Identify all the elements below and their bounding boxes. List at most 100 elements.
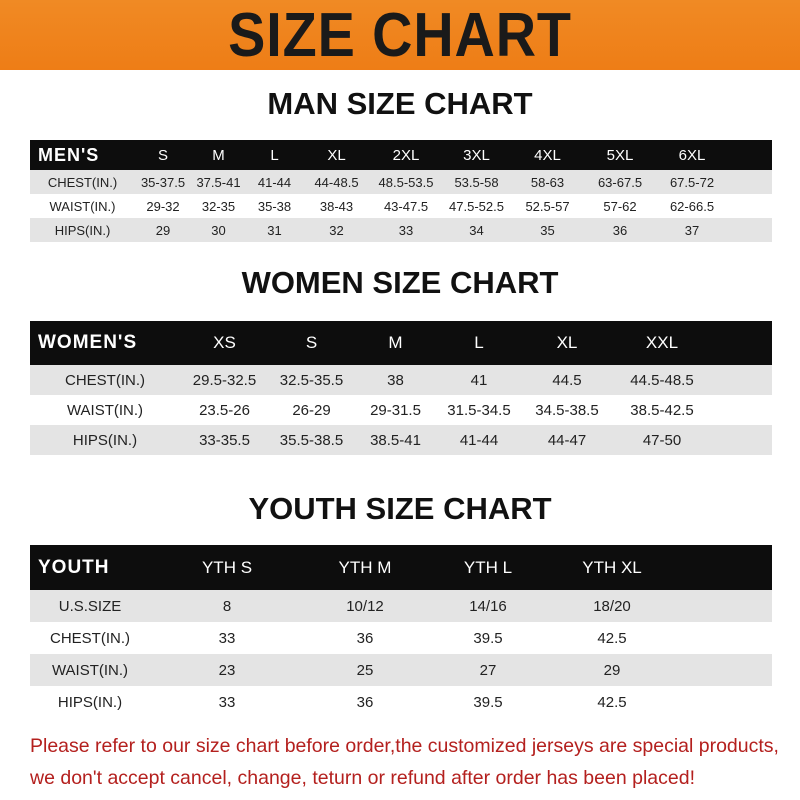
table-cell: 33 [398,222,414,238]
table-cell: 58-63 [530,174,565,190]
table-cell: S [157,146,168,164]
order-notice: Please refer to our size chart before or… [30,730,790,794]
table-cell: 31 [267,222,282,238]
table-cell: 32 [329,222,344,238]
table-cell: 31.5-34.5 [447,401,511,419]
table-cell: YTH M [338,557,392,577]
table-cell: 30 [211,222,226,238]
table-cell: 6XL [678,146,706,164]
table-cell: 33-35.5 [199,431,250,449]
table-row: HIPS(IN.) 33-35.5 35.5-38.5 38.5-41 41-44 44-… [30,425,772,455]
row-label: CHEST(IN.) [50,629,130,647]
notice-line: we don't accept cancel, change, teturn o… [30,767,695,789]
table-cell: 44-47 [547,431,587,449]
table-row: WAIST(IN.) 29-32 32-35 35-38 38-43 43-47.5 47.… [30,194,772,218]
table-row: WAIST(IN.) 23.5-26 26-29 29-31.5 31.5-34.5 34… [30,395,772,425]
table-cell: 29 [603,661,621,679]
table-header-row: MEN'S S M L XL 2XL 3XL 4XL 5XL 6XL [30,140,772,170]
table-cell: 38-43 [319,198,354,214]
table-cell: 23 [218,661,236,679]
table-cell: 36 [612,222,628,238]
table-cell: 18/20 [593,597,631,615]
men-title: MAN SIZE CHART [267,86,533,121]
table-row: CHEST(IN.) 29.5-32.5 32.5-35.5 38 41 44.5 44.5… [30,365,772,395]
table-cell: 32-35 [201,198,236,214]
women-title: WOMEN SIZE CHART [241,265,559,300]
table-cell: 33 [218,693,236,711]
table-cell: 41-44 [257,174,292,190]
table-cell: 10/12 [346,597,384,615]
table-header-row: YOUTH YTH S YTH M YTH L YTH XL [30,545,772,590]
table-cell: 42.5 [597,693,627,711]
table-cell: 36 [356,693,374,711]
table-cell: 63-67.5 [597,174,643,190]
table-row: U.S.SIZE 8 10/12 14/16 18/20 [30,590,772,622]
table-cell: 4XL [534,146,561,164]
notice-line: Please refer to our size chart before or… [30,735,779,757]
row-label: WAIST(IN.) [51,661,129,679]
table-cell: 57-62 [603,198,637,214]
youth-title: YOUTH SIZE CHART [248,491,552,526]
table-cell: 52.5-57 [525,198,570,214]
table-cell: 44.5-48.5 [630,371,694,389]
table-cell: XL [556,333,578,352]
table-cell: 32.5-35.5 [279,371,344,389]
table-cell: 37 [684,222,700,238]
table-cell: 14/16 [469,597,507,615]
table-cell: 39.5 [473,629,503,647]
table-title-cell: MEN'S [38,144,100,165]
table-cell: 41-44 [459,431,499,449]
table-cell: 53.5-58 [454,174,499,190]
row-label: CHEST(IN.) [47,174,118,190]
row-label: CHEST(IN.) [65,371,145,389]
table-cell: 29.5-32.5 [192,371,257,389]
men-table: MEN'S S M L XL 2XL 3XL 4XL 5XL 6XL CHEST(IN.) 35-37… [30,140,772,242]
table-title-cell: WOMEN'S [38,332,138,353]
row-label: WAIST(IN.) [49,198,116,214]
table-cell: 44-48.5 [314,174,359,190]
table-row: HIPS(IN.) 33 36 39.5 42.5 [30,686,772,718]
table-row: WAIST(IN.) 23 25 27 29 [30,654,772,686]
table-cell: M [388,333,403,352]
table-cell: 39.5 [473,693,503,711]
table-cell: 27 [479,661,497,679]
table-cell: 8 [222,597,232,615]
table-cell: 5XL [606,146,634,164]
table-cell: 29 [155,222,171,238]
youth-table: YOUTH YTH S YTH M YTH L YTH XL U.S.SIZE 8 10/12… [30,545,772,718]
row-label: HIPS(IN.) [57,693,123,711]
table-cell: 38.5-41 [370,431,421,449]
table-cell: 33 [218,629,236,647]
table-cell: 47.5-52.5 [449,198,504,214]
table-cell: 37.5-41 [196,174,241,190]
row-label: WAIST(IN.) [66,401,144,419]
table-cell: 47-50 [642,431,682,449]
table-cell: 48.5-53.5 [378,174,434,190]
table-cell: L [270,146,279,164]
table-row: CHEST(IN.) 33 36 39.5 42.5 [30,622,772,654]
row-label: HIPS(IN.) [54,222,111,238]
table-cell: 34.5-38.5 [535,401,599,419]
table-header-row: WOMEN'S XS S M L XL XXL [30,321,772,365]
banner-title: SIZE CHART [228,0,572,70]
table-cell: 43-47.5 [383,198,429,214]
table-cell: 29-31.5 [370,401,421,419]
table-cell: YTH XL [582,557,642,577]
table-cell: YTH S [201,557,253,577]
table-cell: 26-29 [292,401,331,419]
table-cell: 38 [387,371,404,389]
table-cell: S [305,333,318,352]
table-cell: 62-66.5 [669,198,715,214]
table-cell: L [474,333,484,352]
table-cell: 23.5-26 [199,401,250,419]
table-cell: 35 [540,222,555,238]
table-cell: 3XL [463,146,490,164]
table-row: CHEST(IN.) 35-37.5 37.5-41 41-44 44-48.5 48.5… [30,170,772,194]
table-cell: 41 [470,371,488,389]
table-row: HIPS(IN.) 29 30 31 32 33 34 35 36 37 [30,218,772,242]
table-cell: 29-32 [146,198,180,214]
women-table: WOMEN'S XS S M L XL XXL CHEST(IN.) 29.5-32.5 32.5… [30,321,772,455]
row-label: HIPS(IN.) [72,431,138,449]
table-cell: 36 [356,629,374,647]
table-cell: 38.5-42.5 [630,401,694,419]
